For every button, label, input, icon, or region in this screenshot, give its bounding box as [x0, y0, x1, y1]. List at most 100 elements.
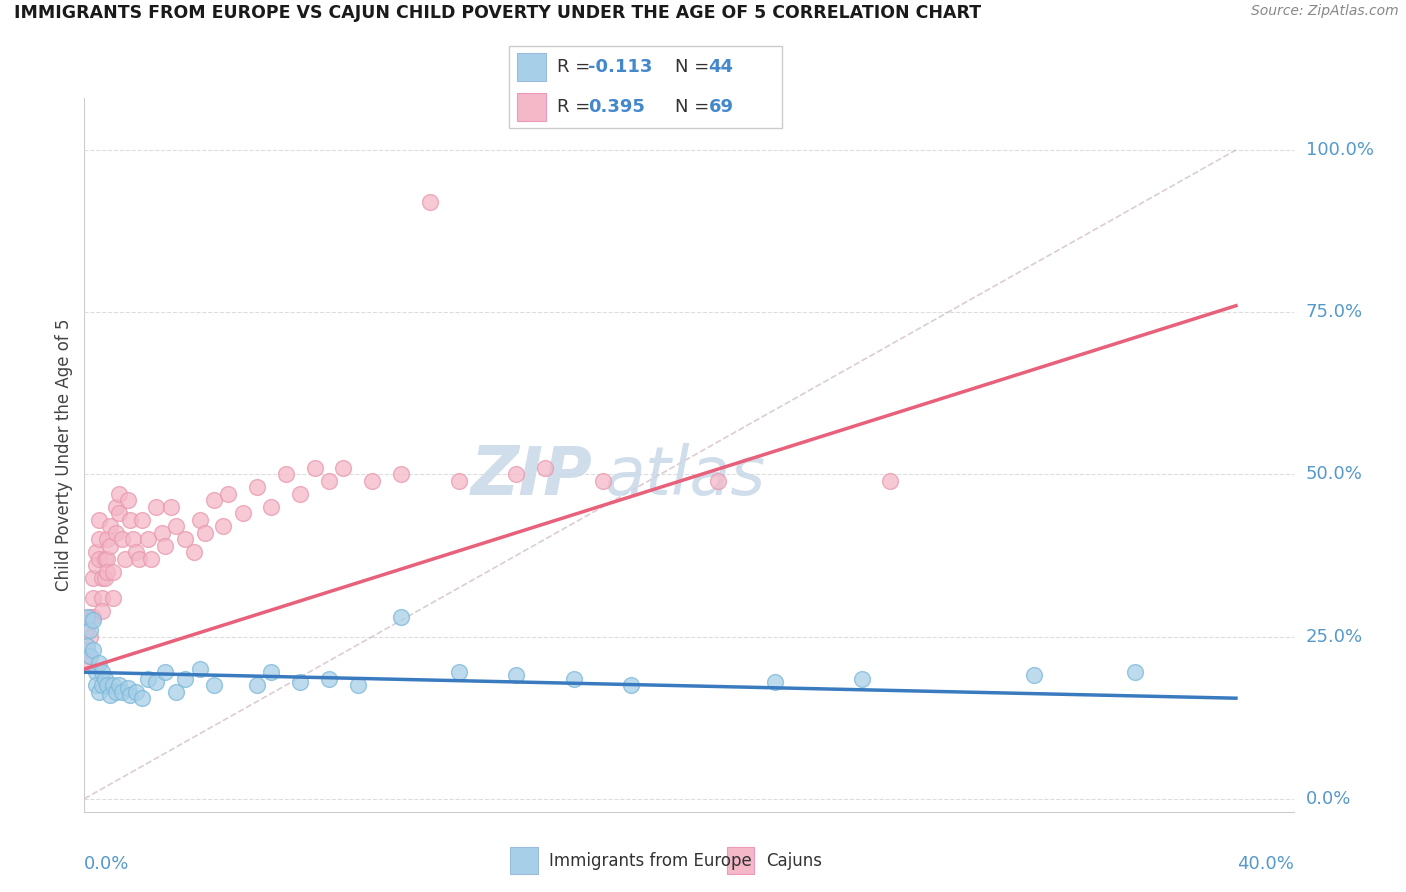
Point: [79, 623, 101, 637]
Point: [108, 506, 131, 520]
Point: [79, 648, 101, 663]
Point: [246, 678, 269, 692]
Point: [260, 665, 283, 680]
Text: N =: N =: [675, 59, 714, 77]
Point: [879, 474, 901, 488]
Point: [76, 642, 98, 657]
Point: [534, 461, 557, 475]
Point: [96, 678, 118, 692]
Point: [290, 487, 312, 501]
Point: [87, 533, 110, 547]
Point: [188, 513, 211, 527]
FancyBboxPatch shape: [509, 46, 782, 128]
Point: [76, 623, 98, 637]
Point: [122, 533, 145, 547]
Point: [93, 551, 115, 566]
Point: [96, 533, 118, 547]
Point: [389, 610, 412, 624]
Point: [87, 551, 110, 566]
Point: [84, 665, 107, 680]
Text: 25.0%: 25.0%: [1306, 628, 1362, 646]
FancyBboxPatch shape: [517, 93, 546, 120]
Point: [93, 571, 115, 585]
Point: [1123, 665, 1146, 680]
Point: [166, 684, 188, 698]
Point: [84, 545, 107, 559]
Point: [90, 665, 112, 680]
Text: atlas: atlas: [605, 443, 765, 509]
Point: [174, 533, 197, 547]
Point: [120, 513, 142, 527]
Point: [82, 613, 104, 627]
Y-axis label: Child Poverty Under the Age of 5: Child Poverty Under the Age of 5: [55, 318, 73, 591]
Text: 0.395: 0.395: [588, 98, 644, 116]
Point: [153, 665, 176, 680]
Point: [183, 545, 205, 559]
Text: Cajuns: Cajuns: [766, 852, 823, 870]
Point: [128, 551, 150, 566]
Point: [125, 545, 148, 559]
Point: [131, 513, 153, 527]
Point: [82, 571, 104, 585]
Point: [232, 506, 254, 520]
Point: [105, 500, 128, 514]
Point: [347, 678, 370, 692]
Text: 75.0%: 75.0%: [1306, 303, 1362, 321]
Point: [274, 467, 297, 482]
Point: [76, 610, 98, 624]
Point: [82, 610, 104, 624]
Text: 100.0%: 100.0%: [1306, 141, 1374, 159]
Point: [592, 474, 614, 488]
Point: [76, 640, 98, 654]
Point: [447, 665, 470, 680]
Point: [447, 474, 470, 488]
Point: [101, 591, 124, 605]
Point: [105, 684, 128, 698]
Point: [290, 675, 312, 690]
Point: [87, 656, 110, 670]
Point: [87, 684, 110, 698]
Point: [101, 678, 124, 692]
Point: [131, 691, 153, 706]
Point: [90, 591, 112, 605]
Point: [90, 571, 112, 585]
Text: 44: 44: [709, 59, 734, 77]
Point: [90, 678, 112, 692]
Point: [145, 500, 167, 514]
Point: [84, 558, 107, 573]
Point: [318, 672, 340, 686]
Point: [174, 672, 197, 686]
Point: [139, 551, 162, 566]
Point: [217, 487, 239, 501]
Text: Source: ZipAtlas.com: Source: ZipAtlas.com: [1251, 4, 1399, 19]
Point: [136, 533, 159, 547]
Point: [117, 493, 139, 508]
Point: [211, 519, 233, 533]
Text: 0.0%: 0.0%: [1306, 789, 1351, 808]
Point: [98, 539, 121, 553]
Point: [851, 672, 873, 686]
Text: R =: R =: [557, 59, 596, 77]
Point: [706, 474, 728, 488]
Point: [98, 519, 121, 533]
Text: ZIP: ZIP: [471, 443, 592, 509]
Point: [150, 525, 173, 540]
FancyBboxPatch shape: [727, 847, 754, 874]
Point: [90, 604, 112, 618]
Point: [96, 565, 118, 579]
Point: [145, 675, 167, 690]
Point: [361, 474, 384, 488]
Point: [1024, 668, 1046, 682]
Point: [117, 681, 139, 696]
Point: [82, 642, 104, 657]
Point: [76, 656, 98, 670]
FancyBboxPatch shape: [510, 847, 537, 874]
Point: [166, 519, 188, 533]
Point: [188, 662, 211, 676]
Text: -0.113: -0.113: [588, 59, 652, 77]
Point: [87, 513, 110, 527]
Point: [763, 675, 786, 690]
Point: [153, 539, 176, 553]
Text: N =: N =: [675, 98, 714, 116]
Point: [136, 672, 159, 686]
